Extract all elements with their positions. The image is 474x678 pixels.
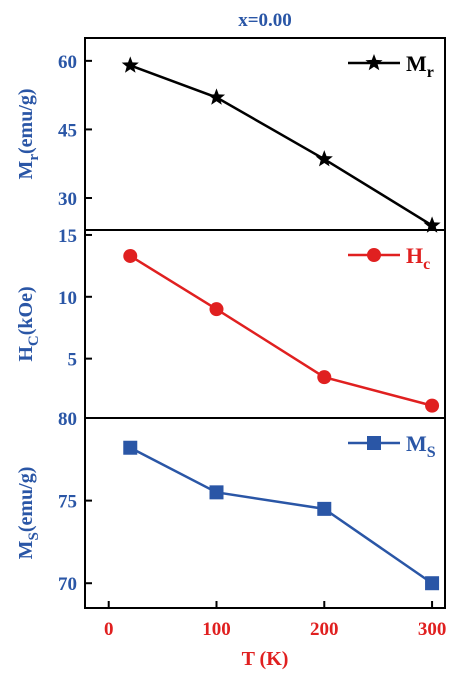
y-axis-label: Mr(emu/g) (15, 88, 42, 179)
x-axis: 0 100 200 300 (104, 601, 446, 640)
x-tick-label: 0 (104, 619, 114, 640)
y-axis-label-unit: (emu/g) (15, 88, 37, 154)
series-line (129, 446, 433, 585)
x-tick-label: 300 (418, 619, 447, 640)
data-point (209, 302, 224, 317)
data-point (207, 88, 226, 105)
legend-label-subscript: S (427, 444, 436, 461)
data-point (121, 56, 139, 73)
data-point (425, 398, 440, 413)
y-tick-label: 80 (58, 409, 77, 430)
data-point (123, 248, 138, 263)
panel-frame (84, 229, 446, 419)
series-line (129, 254, 433, 407)
y-tick-label: 70 (58, 574, 77, 595)
y-axis-label-main: M (15, 540, 37, 559)
data-point (123, 440, 138, 455)
legend-label-main: M (406, 51, 427, 76)
legend-label-subscript: r (427, 64, 434, 81)
chart-title: x=0.00 (238, 10, 292, 31)
legend-label: Hc (406, 243, 430, 273)
data-point (423, 216, 441, 233)
legend-label: Mr (406, 51, 434, 81)
x-tick-label: 100 (202, 619, 231, 640)
legend-label-subscript: c (423, 256, 430, 273)
legend-marker (367, 248, 381, 262)
data-point (317, 501, 332, 516)
y-tick-label: 10 (58, 288, 77, 309)
legend-marker (365, 54, 383, 71)
legend-label-main: H (406, 243, 423, 268)
y-axis-label-unit: (emu/g) (15, 467, 37, 533)
data-point (209, 485, 224, 500)
data-point (425, 576, 440, 591)
series-line (129, 64, 433, 227)
plot-layer: 604530Mr(emu/g)Mr15105HC(kOe)Hc807570MS(… (15, 37, 446, 609)
y-axis-label-subscript: r (26, 154, 42, 161)
y-tick-label: 45 (58, 120, 77, 141)
legend-marker (367, 436, 381, 450)
y-axis-label-subscript: S (26, 532, 42, 540)
y-axis-label-subscript: C (26, 335, 42, 346)
x-tick-label: 200 (310, 619, 339, 640)
legend-label-main: M (406, 431, 427, 456)
y-tick-label: 75 (58, 492, 77, 513)
y-tick-label: 60 (58, 52, 77, 73)
legend-label: MS (406, 431, 436, 461)
y-axis-label-main: H (15, 346, 37, 362)
y-tick-label: 15 (58, 226, 77, 247)
y-axis-label-main: M (15, 161, 37, 180)
y-axis-label: HC(kOe) (15, 286, 42, 361)
y-axis-label-unit: (kOe) (15, 286, 37, 335)
data-point (315, 150, 333, 167)
y-axis-label: MS(emu/g) (15, 467, 42, 560)
data-point (317, 370, 332, 385)
y-tick-label: 30 (58, 189, 77, 210)
panel-frame (84, 417, 446, 609)
x-axis-label: T (K) (242, 648, 289, 670)
y-tick-label: 5 (68, 350, 78, 371)
